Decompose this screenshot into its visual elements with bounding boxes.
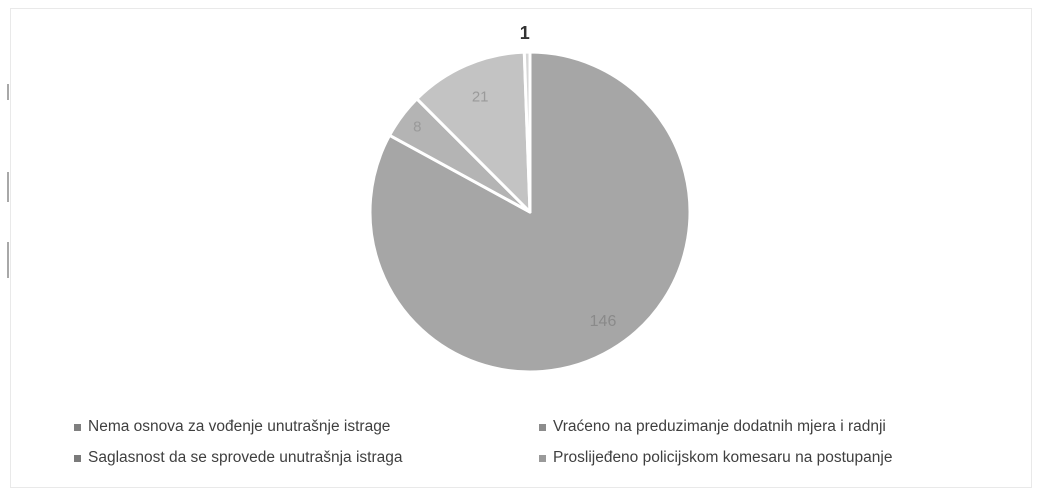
pie-slice (415, 50, 532, 214)
pie-data-label: 21 (472, 89, 489, 106)
pie-data-labels: 146 8 21 1 (413, 23, 616, 330)
legend-label: Nema osnova za vođenje unutrašnje istrag… (88, 418, 391, 435)
legend-item: Proslijeđeno policijskom komesaru na pos… (539, 449, 1019, 467)
pie-slice (522, 50, 532, 214)
legend-label: Saglasnost da se sprovede unutrašnja ist… (88, 449, 403, 466)
chart-legend: Nema osnova za vođenje unutrašnje istrag… (74, 418, 1034, 467)
legend-swatch (539, 423, 546, 431)
legend-item: Saglasnost da se sprovede unutrašnja ist… (74, 449, 539, 467)
scan-mark (7, 84, 9, 100)
pie-data-label: 146 (590, 313, 617, 330)
pie-slices (368, 50, 692, 374)
pie-data-label: 8 (413, 119, 421, 136)
scan-mark (7, 242, 9, 278)
legend-label: Vraćeno na preduzimanje dodatnih mjera i… (553, 418, 886, 435)
scan-mark (7, 172, 9, 202)
pie-data-label: 1 (520, 23, 530, 43)
legend-label: Proslijeđeno policijskom komesaru na pos… (553, 449, 893, 466)
legend-item: Vraćeno na preduzimanje dodatnih mjera i… (539, 418, 1019, 436)
legend-swatch (539, 454, 546, 462)
legend-swatch (74, 454, 81, 462)
legend-swatch (74, 423, 81, 431)
legend-item: Nema osnova za vođenje unutrašnje istrag… (74, 418, 539, 436)
